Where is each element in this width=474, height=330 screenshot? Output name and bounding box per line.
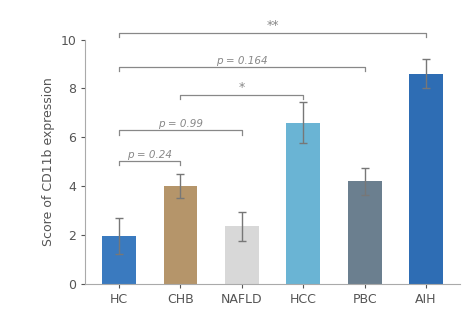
Bar: [225, 226, 259, 284]
Text: p = 0.164: p = 0.164: [216, 56, 268, 66]
Text: p = 0.24: p = 0.24: [128, 150, 172, 160]
Bar: [348, 181, 382, 284]
Text: *: *: [239, 81, 245, 94]
Text: p = 0.99: p = 0.99: [158, 119, 203, 129]
Bar: [102, 236, 136, 284]
Text: **: **: [266, 19, 279, 32]
Bar: [164, 186, 197, 284]
Bar: [409, 74, 443, 284]
Y-axis label: Score of CD11b expression: Score of CD11b expression: [42, 77, 55, 246]
Bar: [286, 123, 320, 284]
